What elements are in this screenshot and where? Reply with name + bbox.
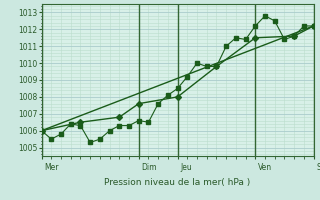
Text: Jeu: Jeu xyxy=(180,163,192,172)
Text: Sam: Sam xyxy=(316,163,320,172)
Text: Dim: Dim xyxy=(141,163,157,172)
X-axis label: Pression niveau de la mer( hPa ): Pression niveau de la mer( hPa ) xyxy=(104,178,251,187)
Text: Ven: Ven xyxy=(258,163,272,172)
Text: Mer: Mer xyxy=(44,163,59,172)
